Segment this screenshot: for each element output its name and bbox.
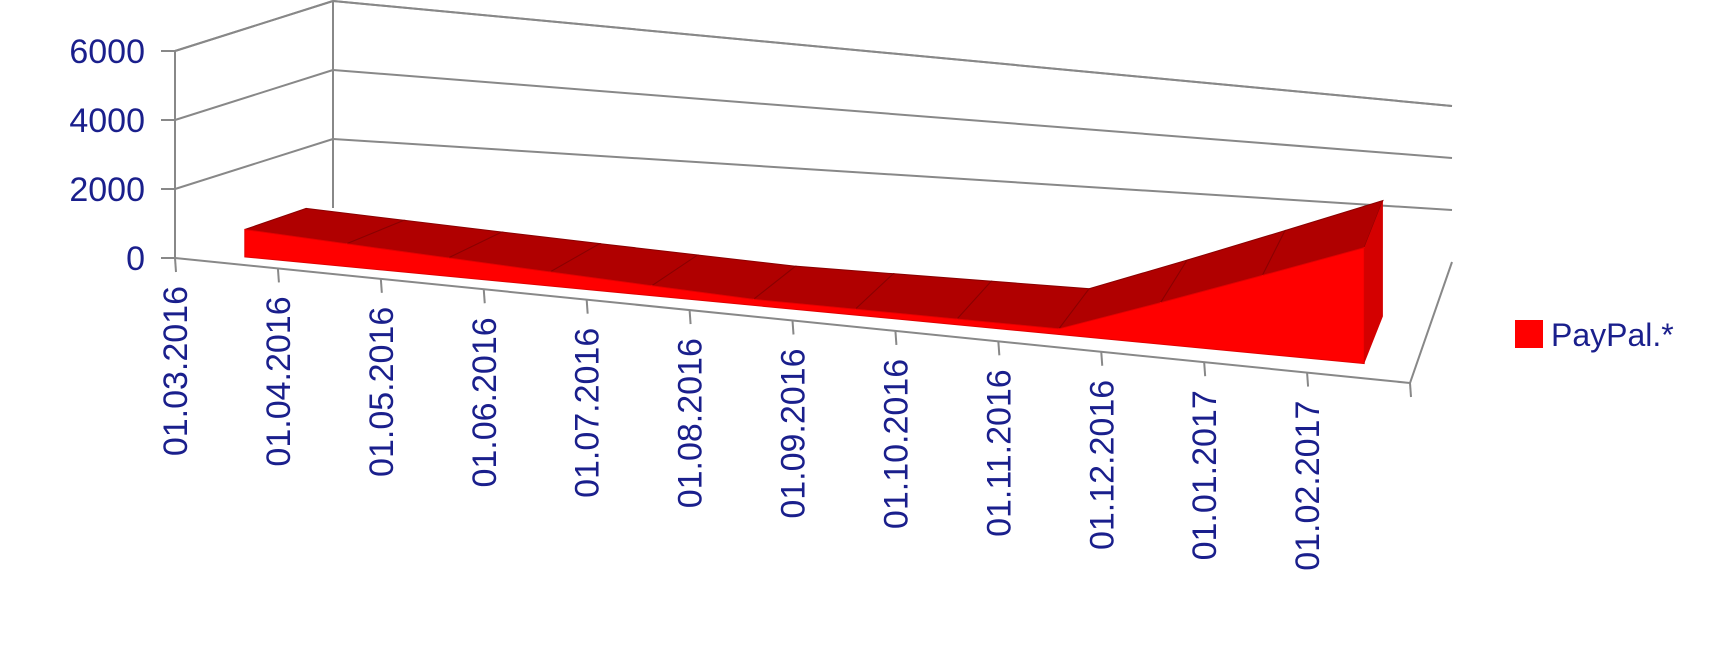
x-tick-label: 01.06.2016 <box>466 317 504 487</box>
data-point-01.03.2016 <box>244 229 246 231</box>
data-point-01.11.2016 <box>1058 328 1060 330</box>
data-point-01.08.2016 <box>753 298 755 300</box>
series-layer <box>244 199 1384 365</box>
x-tick-mark <box>1203 362 1207 377</box>
gridline-side-2000 <box>174 138 334 190</box>
x-tick-label: 01.04.2016 <box>260 296 298 466</box>
x-tick-label: 01.08.2016 <box>672 338 710 508</box>
x-tick-mark <box>1100 351 1104 366</box>
data-point-01.10.2016 <box>956 318 958 320</box>
x-tick-mark <box>997 341 1001 356</box>
data-point-01.09.2016 <box>854 308 856 310</box>
legend-label: PayPal.* <box>1551 317 1674 353</box>
x-tick-mark <box>894 330 898 345</box>
y-tick-label: 2000 <box>69 171 145 209</box>
x-tick-label: 01.01.2017 <box>1186 390 1224 560</box>
data-point-01.12.2016 <box>1160 302 1162 304</box>
x-tick-mark <box>276 268 280 283</box>
x-tick-label: 01.12.2016 <box>1083 380 1121 550</box>
x-tick-mark <box>1306 372 1310 387</box>
legend: PayPal.* <box>1515 317 1674 353</box>
gridline-back-2000 <box>332 138 1453 211</box>
data-point-01.06.2016 <box>549 271 551 273</box>
x-tick-mark <box>585 299 589 314</box>
gridline-side-4000 <box>174 69 334 121</box>
x-tick-label: 01.11.2016 <box>980 369 1018 537</box>
data-point-01.02.2017 <box>1363 247 1365 249</box>
data-point-01.05.2016 <box>447 257 449 259</box>
x-tick-mark <box>688 310 692 325</box>
y-tick-label: 6000 <box>69 33 145 71</box>
y-tick-label: 0 <box>126 240 145 278</box>
area-end-cap <box>1364 200 1383 364</box>
x-tick-label: 01.07.2016 <box>569 328 607 498</box>
gridline-back-top <box>332 0 1453 107</box>
x-tick-mark <box>379 278 383 293</box>
data-point-01.01.2017 <box>1261 274 1263 276</box>
grid-layer <box>174 0 1453 211</box>
x-tick-label: 01.02.2017 <box>1289 401 1327 571</box>
x-tick-mark <box>174 257 177 273</box>
labels-layer: 0 2000 4000 6000 01.03.2016 01.04.2016 01.05.2… <box>69 33 1327 571</box>
legend-swatch <box>1515 320 1543 348</box>
y-tick-label: 4000 <box>69 102 145 140</box>
data-point-01.07.2016 <box>651 285 653 287</box>
gridline-back-4000 <box>332 69 1453 159</box>
data-point-01.04.2016 <box>346 243 348 245</box>
x-tick-label: 01.05.2016 <box>363 307 401 477</box>
axes-layer <box>161 0 1453 398</box>
x-tick-mark <box>482 289 486 304</box>
x-tick-label: 01.09.2016 <box>775 349 813 519</box>
floor-right-edge <box>1409 261 1453 384</box>
x-tick-mark <box>1409 382 1412 398</box>
x-tick-label: 01.03.2016 <box>157 286 195 456</box>
x-tick-label: 01.10.2016 <box>877 359 915 529</box>
top-edge <box>174 0 334 52</box>
x-tick-mark <box>791 320 795 335</box>
